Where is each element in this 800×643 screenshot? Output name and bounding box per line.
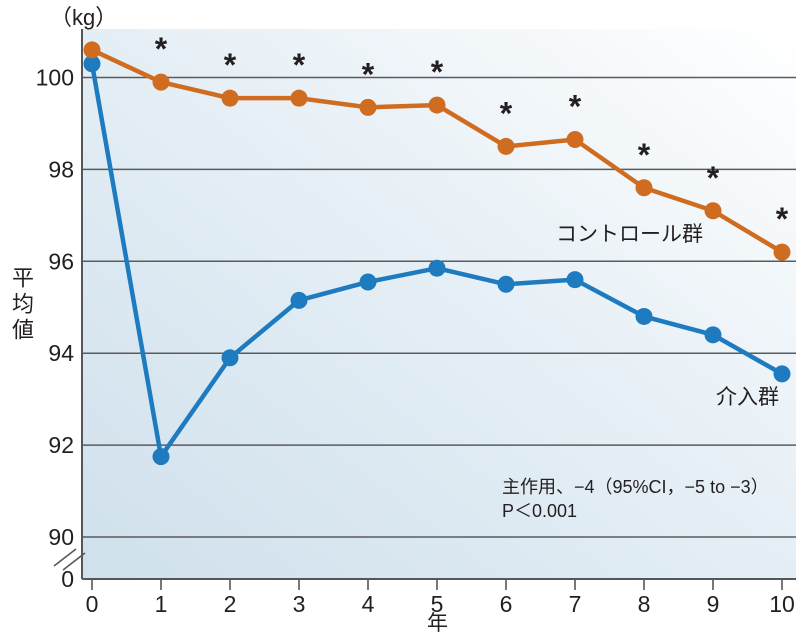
significance-asterisk: * bbox=[293, 47, 306, 83]
data-point bbox=[152, 73, 170, 91]
control-series-label: コントロール群 bbox=[556, 223, 703, 246]
data-point bbox=[290, 89, 308, 107]
y-tick-label: 98 bbox=[48, 156, 74, 182]
y-tick-label: 0 bbox=[61, 566, 74, 592]
annotation-line-2: P＜0.001 bbox=[502, 500, 578, 521]
x-tick-label: 2 bbox=[224, 591, 237, 617]
x-tick-label: 3 bbox=[293, 591, 306, 617]
data-point bbox=[290, 291, 308, 309]
x-tick-label: 0 bbox=[86, 591, 99, 617]
x-tick-label: 7 bbox=[569, 591, 582, 617]
y-tick-label: 96 bbox=[48, 248, 74, 274]
y-tick-label: 100 bbox=[36, 65, 74, 91]
data-point bbox=[428, 96, 446, 114]
y-axis-unit-label: （kg） bbox=[50, 5, 118, 30]
x-tick-label: 1 bbox=[155, 591, 168, 617]
data-point bbox=[566, 131, 584, 149]
x-tick-label: 8 bbox=[638, 591, 651, 617]
data-point bbox=[773, 243, 791, 261]
y-tick-label: 92 bbox=[48, 432, 74, 458]
effect-size-annotation: 主作用、−4（95%CI，−5 to −3） P＜0.001 bbox=[502, 476, 769, 524]
x-axis-title: 年 bbox=[427, 612, 448, 635]
x-tick-label: 10 bbox=[769, 591, 795, 617]
y-tick-label: 90 bbox=[48, 524, 74, 550]
plot-area-background bbox=[82, 29, 796, 579]
data-point bbox=[152, 448, 170, 466]
significance-asterisk: * bbox=[638, 137, 651, 173]
significance-asterisk: * bbox=[224, 47, 237, 83]
significance-asterisk: * bbox=[707, 160, 720, 196]
x-tick-label: 4 bbox=[362, 591, 375, 617]
data-point bbox=[704, 326, 722, 344]
x-tick-label: 5 bbox=[431, 591, 444, 617]
data-point bbox=[497, 275, 515, 293]
x-tick-label: 9 bbox=[707, 591, 720, 617]
data-point bbox=[359, 273, 377, 291]
data-point bbox=[221, 349, 239, 367]
intervention-series-label: 介入群 bbox=[716, 386, 779, 409]
significance-asterisk: * bbox=[155, 31, 168, 67]
x-tick-label: 6 bbox=[500, 591, 513, 617]
significance-marks: * * * * * * * * * * bbox=[155, 31, 789, 237]
data-point bbox=[773, 365, 791, 383]
data-point bbox=[428, 259, 446, 277]
data-series bbox=[83, 41, 791, 466]
y-axis-title: 平均値 bbox=[9, 266, 34, 344]
data-point bbox=[497, 137, 515, 155]
significance-asterisk: * bbox=[362, 56, 375, 92]
significance-asterisk: * bbox=[500, 95, 513, 131]
significance-asterisk: * bbox=[776, 201, 789, 237]
significance-asterisk: * bbox=[569, 89, 582, 125]
data-point bbox=[566, 271, 584, 289]
annotation-line-1: 主作用、−4（95%CI，−5 to −3） bbox=[502, 477, 769, 497]
data-point bbox=[83, 41, 101, 59]
data-point bbox=[635, 179, 653, 197]
axes bbox=[53, 29, 796, 590]
tick-labels: 100 98 96 94 92 90 00 1 2 3 4 5 6 7 8 9 10 bbox=[36, 65, 795, 618]
data-point bbox=[83, 55, 101, 73]
axis-break-mark bbox=[53, 548, 77, 567]
data-point bbox=[704, 202, 722, 220]
data-point bbox=[359, 98, 377, 116]
significance-asterisk: * bbox=[431, 54, 444, 90]
data-point bbox=[635, 307, 653, 325]
y-tick-label: 94 bbox=[48, 340, 74, 366]
data-point bbox=[221, 89, 239, 107]
axis-break-mark bbox=[62, 552, 86, 571]
